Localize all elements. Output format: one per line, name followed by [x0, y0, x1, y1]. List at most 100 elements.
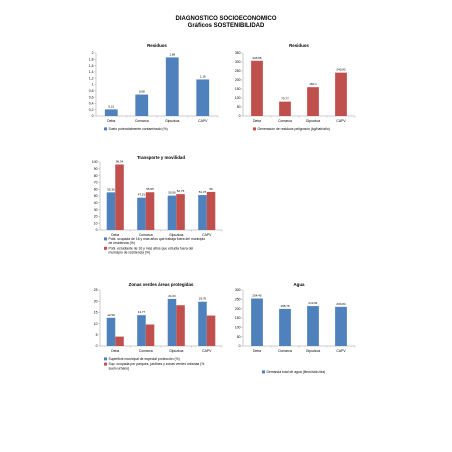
- chart-title: Transporte y movilidad: [137, 155, 185, 160]
- y-tick-label: 20: [94, 215, 98, 219]
- bar-primary: [307, 306, 319, 346]
- y-tick-label: 60: [94, 187, 98, 191]
- legend-swatch: [104, 362, 107, 366]
- y-tick-label: 200: [235, 307, 241, 311]
- legend-label: Suelo potencialmente contaminado (%): [109, 127, 168, 131]
- data-label: 240,82: [336, 68, 346, 72]
- x-tick-label: Deba: [253, 119, 261, 123]
- legend-label-line: Pobl. estudiante de 16 y mas años que es…: [109, 246, 194, 250]
- chart-title: Residuos: [289, 43, 309, 48]
- data-label: 0,21: [108, 104, 114, 108]
- legend-label: Demanda total de agua (litros/hab./día): [267, 370, 326, 374]
- data-label: 50,56: [168, 191, 176, 195]
- bar-secondary: [206, 191, 216, 230]
- data-label: 79,77: [281, 97, 289, 101]
- y-tick-label: 90: [94, 167, 98, 171]
- data-label: 213,81: [308, 301, 318, 305]
- data-label: 56: [209, 187, 213, 191]
- bar-secondary: [206, 315, 216, 346]
- y-tick-label: 250: [235, 298, 241, 302]
- y-tick-label: 1,6: [89, 64, 94, 68]
- data-label: 52,75: [177, 189, 185, 193]
- bar-secondary: [115, 336, 124, 346]
- legend-label-line: municipio de residencia (%): [109, 251, 151, 255]
- x-tick-label: Comarca: [139, 349, 153, 353]
- bar-primary: [307, 87, 319, 116]
- data-label: 55,36: [107, 187, 115, 191]
- legend-label: Sup. ocupada por parques, jardines y zon…: [109, 362, 205, 370]
- y-tick-label: 1: [92, 83, 94, 87]
- bar-primary: [279, 308, 291, 346]
- data-label: 0,68: [139, 90, 145, 94]
- y-tick-label: 0,8: [89, 89, 94, 93]
- legend-label-line: suelo urbano): [109, 366, 130, 370]
- y-tick-label: 1,8: [89, 58, 94, 62]
- x-tick-label: Gipuzkoa: [165, 119, 179, 123]
- bar-primary: [167, 298, 177, 346]
- y-tick-label: 40: [94, 201, 98, 205]
- legend-swatch: [104, 127, 107, 131]
- bar-primary: [335, 306, 347, 346]
- y-tick-label: 0,6: [89, 95, 94, 99]
- bar-secondary: [176, 305, 185, 346]
- y-tick-label: 0: [239, 344, 241, 348]
- data-label: 12,59: [107, 313, 115, 317]
- x-tick-label: CAPV: [202, 349, 212, 353]
- chart-transporte: Transporte y movilidad 0 10 20 30 40 50 60 70 80 9…: [92, 155, 223, 255]
- y-tick-label: 0: [96, 228, 98, 232]
- y-tick-label: 100: [235, 96, 241, 100]
- y-tick-label: 25: [94, 288, 98, 292]
- y-tick-label: 300: [235, 60, 241, 64]
- chart-agua: Agua 0 50 100 150 200 250 300 Deba 254,45 Comarca 1…: [235, 282, 356, 374]
- y-tick-label: 70: [94, 181, 98, 185]
- data-label: 160,1: [309, 82, 317, 86]
- y-tick-label: 150: [235, 87, 241, 91]
- y-tick-label: 10: [94, 322, 98, 326]
- page-subtitle: Gráficos SOSTENIBILIDAD: [187, 23, 265, 29]
- bar-primary: [104, 109, 118, 116]
- bar-primary: [335, 72, 347, 116]
- y-tick-label: 15: [94, 311, 98, 315]
- y-tick-label: 300: [235, 288, 241, 292]
- bar-secondary: [145, 324, 155, 346]
- y-tick-label: 0: [92, 114, 94, 118]
- legend-swatch: [253, 127, 256, 131]
- chart-title: Zonas verdes áreas protegidas: [129, 282, 194, 287]
- x-tick-label: Gipuzkoa: [306, 119, 320, 123]
- x-tick-label: Comarca: [135, 119, 149, 123]
- y-tick-label: 50: [237, 335, 241, 339]
- legend-label: Generacion de residuos peligrosos (kg/ha…: [258, 127, 330, 131]
- bar-primary: [251, 298, 263, 346]
- y-tick-label: 50: [94, 194, 98, 198]
- legend-label: Superficie municipal de especial protecc…: [109, 357, 180, 361]
- data-label: 51,37: [199, 190, 207, 194]
- data-label: 209,84: [336, 302, 346, 306]
- y-tick-label: 150: [235, 316, 241, 320]
- legend-label: Pobl. estudiante de 16 y mas años que es…: [109, 246, 194, 254]
- page-title-main: DIAGNOSTICO SOCIOECONOMICO: [175, 16, 277, 22]
- chart-residuos-suelos: Residuos 0 0,2 0,4 0,6 0,8 1 1,2 1,4 1,6 1,8 2 Deba 0…: [89, 43, 219, 131]
- bar-primary: [196, 79, 210, 116]
- data-label: 55,55: [146, 187, 154, 191]
- bar-primary: [167, 195, 177, 230]
- y-tick-label: 30: [94, 208, 98, 212]
- bar-primary: [106, 317, 116, 346]
- y-tick-label: 0,4: [89, 102, 94, 106]
- data-label: 21,03: [168, 294, 176, 298]
- x-tick-label: CAPV: [336, 119, 346, 123]
- x-tick-label: CAPV: [202, 233, 212, 237]
- y-tick-label: 1,4: [89, 70, 94, 74]
- x-tick-label: Deba: [111, 233, 119, 237]
- legend-label-line: Sup. ocupada por parques, jardines y zon…: [109, 362, 205, 366]
- bar-primary: [198, 301, 207, 346]
- data-label: 306,85: [252, 56, 262, 60]
- legend-label-line: Pobl. ocupada de 16 y más años que traba…: [109, 237, 206, 241]
- x-tick-label: Comarca: [278, 119, 292, 123]
- data-label: 1,16: [200, 74, 206, 78]
- data-label: 19,76: [199, 297, 207, 301]
- y-tick-label: 0: [239, 114, 241, 118]
- bar-secondary: [115, 164, 124, 230]
- data-label: 198,76: [280, 304, 290, 308]
- y-tick-label: 100: [92, 160, 98, 164]
